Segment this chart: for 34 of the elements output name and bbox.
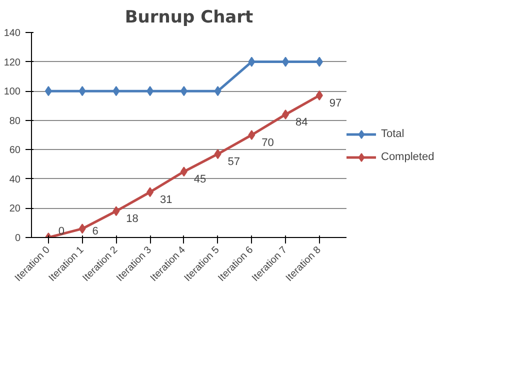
point [282, 56, 290, 67]
data-label: 31 [160, 194, 172, 206]
y-tick-label: 40 [9, 174, 21, 186]
point [316, 56, 323, 67]
point [44, 86, 52, 96]
point [112, 206, 120, 216]
data-label: 97 [329, 97, 342, 110]
data-label: 57 [228, 156, 240, 168]
point [282, 110, 290, 120]
point [316, 90, 323, 100]
point [248, 56, 256, 67]
point [214, 86, 222, 96]
y-tick-label: 60 [9, 145, 21, 156]
point [78, 224, 86, 234]
point [78, 86, 86, 96]
legend-label: Completed [381, 151, 434, 163]
y-tick-label: 140 [4, 28, 21, 39]
point [248, 130, 256, 140]
data-label: 70 [262, 137, 274, 149]
data-label: 18 [126, 213, 138, 226]
chart-title: Burnup Chart [124, 8, 254, 28]
point [180, 166, 188, 177]
point [180, 86, 188, 96]
y-tick-label: 20 [9, 204, 21, 215]
point [112, 86, 120, 96]
y-tick-label: 80 [9, 116, 21, 127]
data-label: 6 [92, 226, 98, 238]
point [146, 86, 154, 96]
legend-label: Total [381, 128, 404, 140]
y-tick-label: 120 [4, 57, 21, 68]
point [214, 149, 222, 160]
point [146, 187, 154, 198]
y-tick-label: 100 [4, 86, 21, 98]
y-tick-label: 0 [14, 233, 21, 244]
